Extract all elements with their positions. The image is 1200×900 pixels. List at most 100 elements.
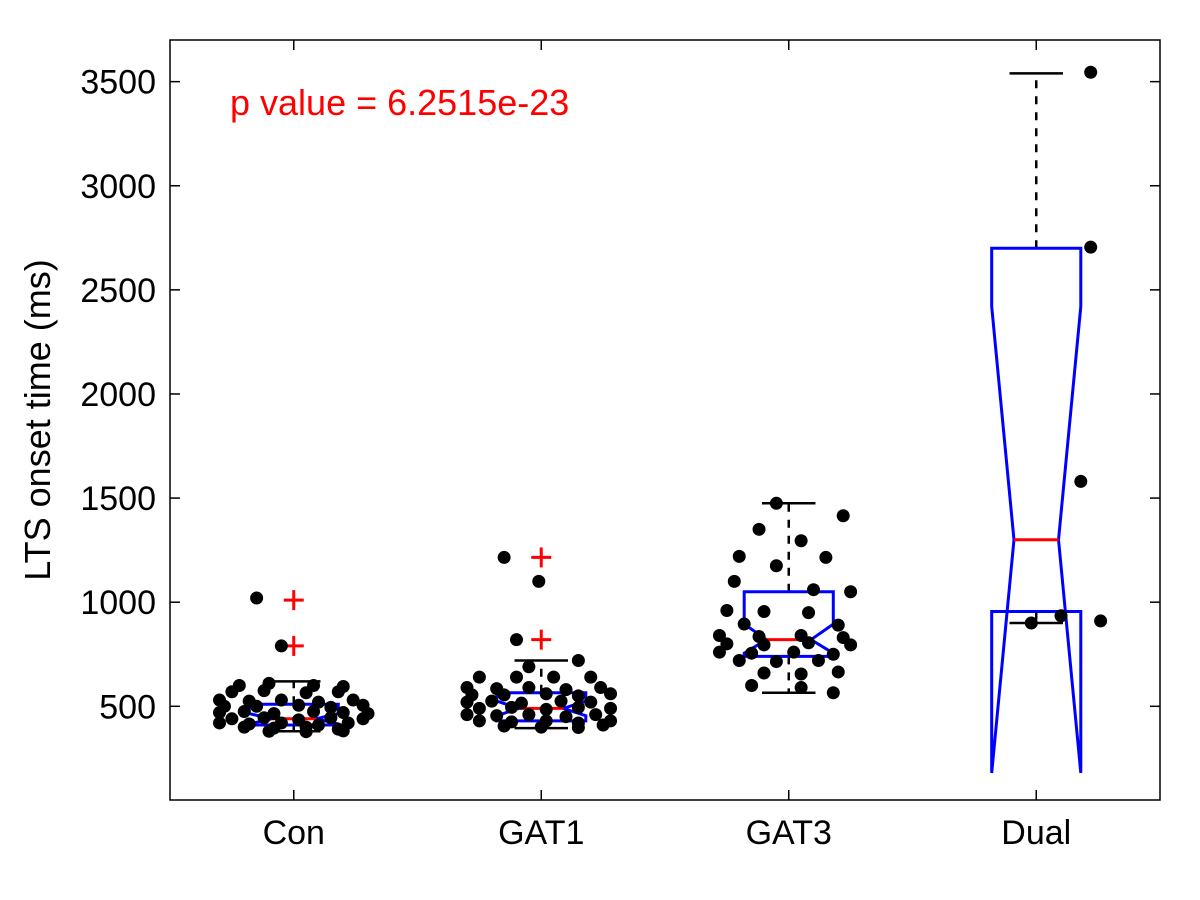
- data-point: [292, 699, 305, 712]
- data-point: [505, 701, 518, 714]
- data-point: [802, 606, 815, 619]
- data-point: [584, 696, 597, 709]
- ytick-label: 2500: [80, 272, 156, 310]
- data-point: [819, 551, 832, 564]
- data-point: [300, 725, 313, 738]
- data-point: [275, 639, 288, 652]
- data-point: [258, 711, 271, 724]
- data-point: [238, 705, 251, 718]
- data-point: [357, 712, 370, 725]
- xtick-label: Dual: [1001, 814, 1071, 852]
- data-point: [258, 684, 271, 697]
- data-point: [498, 688, 511, 701]
- data-point: [522, 660, 535, 673]
- xtick-label: GAT1: [498, 814, 584, 852]
- data-point: [250, 700, 263, 713]
- data-point: [1094, 614, 1107, 627]
- data-point: [532, 575, 545, 588]
- data-point: [770, 655, 783, 668]
- data-point: [275, 694, 288, 707]
- data-point: [522, 681, 535, 694]
- data-point: [535, 721, 548, 734]
- data-point: [802, 636, 815, 649]
- data-point: [597, 719, 610, 732]
- data-point: [795, 668, 808, 681]
- data-point: [738, 618, 751, 631]
- ytick-label: 3500: [80, 64, 156, 102]
- data-point: [510, 633, 523, 646]
- xtick-label: GAT3: [746, 814, 832, 852]
- data-point: [560, 710, 573, 723]
- data-point: [584, 671, 597, 684]
- data-point: [1084, 66, 1097, 79]
- data-point: [827, 686, 840, 699]
- data-point: [540, 703, 553, 716]
- data-point: [745, 679, 758, 692]
- data-point: [758, 666, 771, 679]
- data-point: [572, 721, 585, 734]
- data-point: [837, 509, 850, 522]
- data-point: [753, 523, 766, 536]
- data-point: [832, 665, 845, 678]
- xtick-label: Con: [263, 814, 325, 852]
- data-point: [733, 654, 746, 667]
- ytick-label: 1500: [80, 480, 156, 518]
- ytick-label: 2000: [80, 376, 156, 414]
- data-point: [795, 681, 808, 694]
- data-point: [485, 695, 498, 708]
- data-point: [795, 534, 808, 547]
- box-outline: [992, 248, 1081, 773]
- data-point: [589, 708, 602, 721]
- data-point: [324, 711, 337, 724]
- data-point: [560, 683, 573, 696]
- data-point: [844, 585, 857, 598]
- data-point: [312, 719, 325, 732]
- data-point: [1084, 241, 1097, 254]
- data-point: [728, 575, 741, 588]
- data-point: [758, 638, 771, 651]
- ytick-label: 500: [99, 688, 156, 726]
- data-point: [758, 605, 771, 618]
- data-point: [555, 695, 568, 708]
- data-point: [733, 550, 746, 563]
- outlier-marker: [531, 547, 551, 567]
- data-point: [807, 583, 820, 596]
- data-point: [510, 671, 523, 684]
- data-point: [713, 646, 726, 659]
- data-point: [540, 687, 553, 700]
- data-point: [787, 646, 800, 659]
- data-point: [547, 671, 560, 684]
- data-point: [498, 551, 511, 564]
- data-point: [522, 708, 535, 721]
- data-point: [1055, 609, 1068, 622]
- data-point: [461, 696, 474, 709]
- data-point: [238, 721, 251, 734]
- data-point: [604, 687, 617, 700]
- y-axis-label: LTS onset time (ms): [17, 259, 58, 580]
- boxplot-chart: 500 1000 1500 2000 2500 3000 3500 Con GAT1 GAT3 Du…: [0, 0, 1200, 900]
- ytick-label: 1000: [80, 584, 156, 622]
- data-point: [832, 619, 845, 632]
- data-point: [770, 559, 783, 572]
- data-point: [1025, 617, 1038, 630]
- data-point: [490, 709, 503, 722]
- ytick-label: 3000: [80, 168, 156, 206]
- data-point: [300, 686, 313, 699]
- data-point: [812, 654, 825, 667]
- p-value-text: p value = 6.2515e-23: [230, 82, 569, 123]
- data-point: [1074, 475, 1087, 488]
- data-point: [498, 720, 511, 733]
- data-point: [473, 714, 486, 727]
- data-point: [572, 654, 585, 667]
- data-point: [213, 716, 226, 729]
- data-point: [745, 647, 758, 660]
- data-point: [572, 701, 585, 714]
- data-point: [473, 702, 486, 715]
- data-point: [720, 604, 733, 617]
- data-point: [572, 689, 585, 702]
- data-point: [827, 648, 840, 661]
- outlier-marker: [531, 630, 551, 650]
- data-point: [844, 638, 857, 651]
- data-point: [604, 702, 617, 715]
- data-point: [332, 685, 345, 698]
